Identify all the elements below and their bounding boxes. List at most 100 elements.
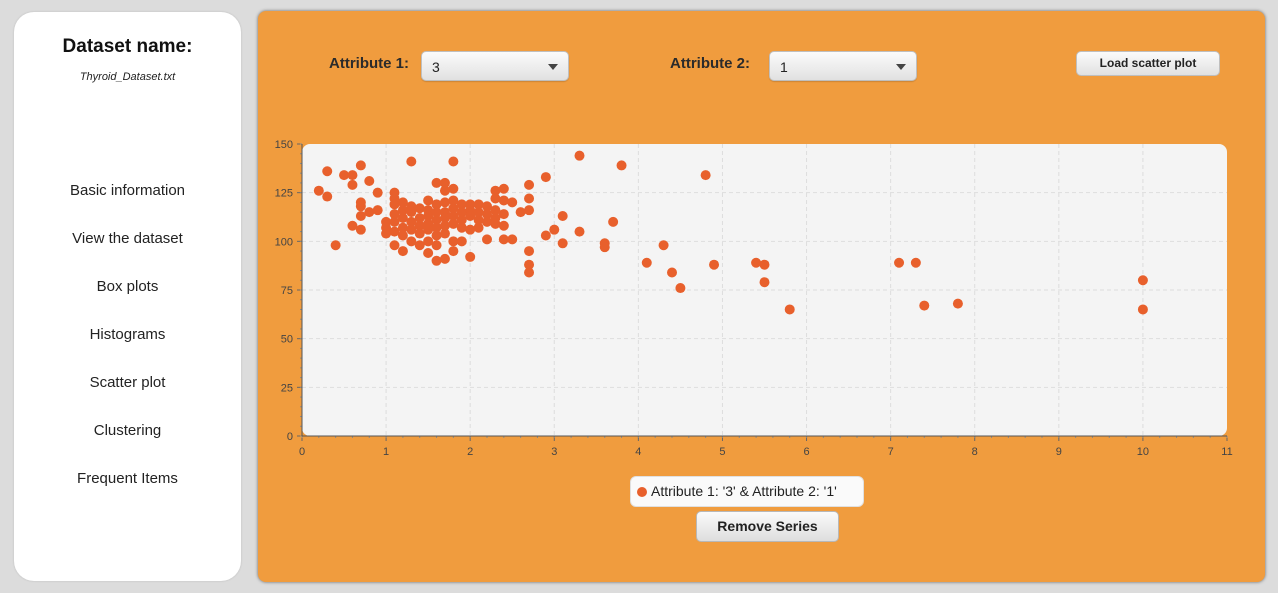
data-point [347, 179, 358, 190]
data-point [431, 207, 442, 218]
data-point [456, 236, 467, 247]
attribute-1-label: Attribute 1: [329, 55, 409, 72]
data-point [465, 211, 476, 222]
sidebar-item-scatter-plot[interactable]: Scatter plot [89, 374, 166, 391]
data-point [616, 160, 627, 171]
data-point [549, 224, 560, 235]
data-point [355, 160, 366, 171]
data-point [330, 240, 341, 251]
data-point [473, 222, 484, 233]
sidebar-item-box-plots[interactable]: Box plots [96, 278, 159, 295]
data-point [524, 246, 535, 257]
sidebar-item-clustering[interactable]: Clustering [93, 422, 162, 439]
data-point [658, 240, 669, 251]
data-point [456, 214, 467, 225]
data-point [465, 224, 476, 235]
data-point [414, 212, 425, 223]
data-point [524, 259, 535, 270]
data-point [557, 238, 568, 249]
data-point [675, 283, 686, 294]
data-point [490, 185, 501, 196]
data-point [431, 177, 442, 188]
data-point [439, 253, 450, 264]
data-point [423, 211, 434, 222]
data-point [507, 234, 518, 245]
data-point [431, 214, 442, 225]
data-point [498, 183, 509, 194]
legend-label: Attribute 1: '3' & Attribute 2: '1' [651, 483, 837, 499]
data-point [784, 304, 795, 315]
data-point [406, 216, 417, 227]
data-point [389, 216, 400, 227]
sidebar-item-frequent-items[interactable]: Frequent Items [77, 470, 178, 487]
data-point [1137, 304, 1148, 315]
data-point [431, 240, 442, 251]
data-point [751, 257, 762, 268]
data-point [894, 257, 905, 268]
chevron-down-icon [548, 64, 558, 70]
data-point [482, 216, 492, 227]
legend-marker [637, 487, 647, 497]
y-tick-label: 100 [275, 236, 293, 248]
sidebar-item-histograms[interactable]: Histograms [89, 326, 166, 343]
x-tick-label: 10 [1137, 446, 1149, 458]
x-tick-label: 7 [888, 446, 894, 458]
x-tick-label: 8 [972, 446, 978, 458]
data-point [490, 218, 501, 229]
data-point [431, 230, 442, 241]
dataset-filename: Thyroid_Dataset.txt [79, 71, 176, 83]
data-point [431, 255, 442, 266]
data-point [465, 251, 476, 262]
x-tick-label: 1 [383, 446, 389, 458]
data-point [498, 234, 509, 245]
data-point [574, 226, 585, 237]
data-point [406, 224, 417, 235]
data-point [482, 234, 492, 245]
data-point [381, 228, 392, 239]
data-point [448, 236, 459, 247]
attribute-1-select[interactable]: 3 [421, 51, 569, 81]
data-point [473, 214, 484, 225]
data-point [322, 166, 333, 177]
data-point [389, 240, 400, 251]
x-tick-label: 3 [551, 446, 557, 458]
data-point [540, 230, 551, 241]
data-point [439, 220, 450, 231]
data-point [423, 224, 434, 235]
data-point [406, 236, 417, 247]
x-tick-label: 11 [1221, 446, 1232, 458]
y-tick-label: 25 [281, 382, 293, 394]
attribute-2-value: 1 [780, 59, 788, 75]
data-point [700, 170, 711, 181]
data-point [347, 170, 358, 181]
data-point [397, 230, 408, 241]
data-point [431, 222, 442, 233]
data-point [473, 207, 484, 218]
chart-legend: Attribute 1: '3' & Attribute 2: '1' [630, 476, 864, 507]
data-point [364, 175, 375, 186]
data-point [313, 185, 324, 196]
data-point [397, 212, 408, 223]
scatter-plot-panel: Attribute 1: 3 Attribute 2: 1 Load scatt… [258, 11, 1265, 582]
load-scatter-plot-button[interactable]: Load scatter plot [1076, 51, 1220, 76]
data-point [389, 226, 400, 237]
data-point [448, 195, 459, 206]
data-point [372, 205, 383, 216]
sidebar-item-view-the-dataset[interactable]: View the dataset [72, 230, 183, 247]
attribute-2-select[interactable]: 1 [769, 51, 917, 81]
remove-series-button[interactable]: Remove Series [696, 511, 839, 542]
sidebar-item-basic-information[interactable]: Basic information [69, 182, 186, 199]
data-point [759, 277, 770, 288]
scatter-chart: 0 1 2 3 4 5 6 7 8 9 10 11 0 25 50 75 100 125 150 [258, 11, 1265, 582]
data-point [667, 267, 677, 278]
y-tick-label: 0 [287, 431, 293, 443]
attribute-2-label: Attribute 2: [670, 55, 750, 72]
data-point [431, 199, 442, 210]
y-tick-label: 125 [275, 188, 293, 200]
data-point [397, 222, 408, 233]
data-point [448, 218, 459, 229]
data-point [608, 216, 619, 227]
y-tick-label: 75 [281, 285, 293, 297]
data-point [448, 246, 459, 257]
scatter-chart-svg: 0 1 2 3 4 5 6 7 8 9 10 11 0 25 50 75 100 125 150 [275, 139, 1233, 458]
